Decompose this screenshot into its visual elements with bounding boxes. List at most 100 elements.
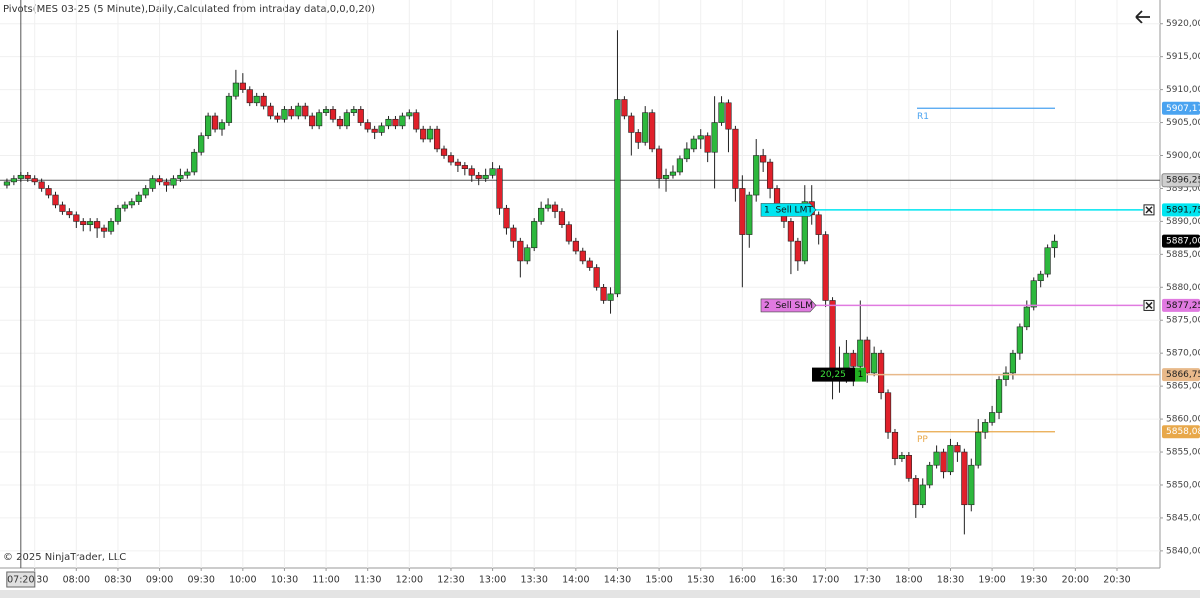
candle-body	[579, 250, 586, 262]
position-qty: 1	[858, 370, 864, 380]
candle-body	[378, 125, 385, 133]
x-tick-label: 19:30	[1020, 575, 1047, 586]
price-marker	[1162, 203, 1200, 217]
candle-body	[1030, 280, 1037, 308]
candle-body	[198, 135, 205, 153]
candle-body	[329, 109, 337, 120]
candle-body	[59, 204, 66, 212]
candle-body	[690, 138, 697, 150]
price-marker-label: 5877,25	[1166, 301, 1200, 311]
x-tick-label: 11:30	[354, 575, 381, 586]
order-tag	[760, 298, 817, 313]
price-marker	[1162, 425, 1200, 439]
candle-body	[225, 95, 233, 123]
candle-body	[496, 168, 503, 209]
candle-body	[551, 204, 559, 212]
candle-body	[114, 207, 122, 222]
candle-body	[343, 112, 350, 127]
candle-body	[149, 178, 156, 189]
candle-body	[572, 240, 579, 252]
cancel-order-icon	[1145, 206, 1153, 214]
back-arrow[interactable]	[1135, 10, 1150, 24]
y-tick-label: 5905,00	[1166, 118, 1200, 128]
x-tick-label: 10:30	[271, 575, 298, 586]
candle-body	[475, 174, 482, 179]
candle-body	[468, 168, 475, 176]
candle-body	[24, 174, 31, 179]
x-tick-label: 13:30	[521, 575, 548, 586]
x-tick-label: 12:30	[437, 575, 464, 586]
candle-body	[420, 128, 427, 140]
candle-body	[440, 148, 448, 156]
candle-body	[878, 352, 885, 394]
x-tick-label: 17:30	[854, 575, 881, 586]
candle-body	[600, 286, 607, 301]
candle-body	[642, 112, 649, 143]
candle-body	[3, 181, 11, 186]
candle-body	[1037, 273, 1044, 282]
candle-body	[912, 478, 919, 506]
candle-body	[760, 155, 767, 163]
candle-body	[655, 148, 663, 179]
cancel-order-icon	[1145, 301, 1153, 309]
position-pnl: 20,25	[820, 370, 846, 380]
candle-body	[357, 109, 364, 123]
last-price-label: 5887,00	[1166, 237, 1200, 247]
candle-body	[121, 204, 128, 209]
y-tick-label: 5865,00	[1166, 382, 1200, 392]
candle-body	[274, 115, 281, 120]
candle-body	[995, 379, 1003, 413]
candle-body	[239, 82, 246, 90]
pivot-name: R1	[917, 112, 929, 122]
candle-body	[1044, 247, 1051, 275]
candle-body	[100, 227, 108, 232]
candle-body	[857, 339, 864, 367]
candle-body	[107, 221, 115, 232]
candle-body	[302, 105, 309, 117]
candle-body	[662, 174, 670, 179]
candle-body	[170, 178, 177, 186]
candle-body	[399, 115, 406, 127]
candle-body	[73, 214, 80, 222]
candle-body	[801, 201, 808, 262]
candle-body	[933, 451, 940, 466]
y-tick-label: 5895,00	[1166, 184, 1200, 194]
candle-body	[1051, 240, 1058, 249]
y-tick-label: 5845,00	[1166, 513, 1200, 523]
y-tick-label: 5920,00	[1166, 19, 1200, 29]
candle-body	[919, 484, 926, 506]
candle-body	[489, 168, 496, 176]
x-tick-label: 20:30	[1103, 575, 1130, 586]
candle-body	[10, 178, 17, 183]
candle-body	[87, 221, 94, 225]
scrollbar[interactable]	[0, 590, 1200, 598]
candle-body	[961, 451, 968, 506]
x-tick-label: 19:00	[978, 575, 1005, 586]
price-marker	[1162, 298, 1200, 312]
candle-body	[66, 211, 73, 216]
x-tick-label: 20:00	[1062, 575, 1089, 586]
candle-body	[982, 422, 989, 433]
candle-body	[205, 115, 212, 137]
x-tick-label: 18:30	[937, 575, 964, 586]
candle-body	[558, 211, 566, 225]
candle-body	[80, 221, 87, 225]
candle-body	[385, 118, 392, 127]
candle-body	[316, 112, 323, 127]
candle-body	[815, 214, 822, 235]
candle-body	[503, 207, 510, 229]
candle-body	[565, 224, 572, 242]
y-tick-label: 5860,00	[1166, 415, 1200, 425]
candle-body	[1016, 326, 1023, 354]
candle-body	[128, 201, 135, 206]
x-tick-label: 15:30	[687, 575, 714, 586]
candle-body	[295, 105, 302, 117]
candle-body	[31, 178, 38, 183]
candle-body	[968, 464, 975, 506]
candle-body	[628, 115, 635, 133]
candle-body	[794, 240, 801, 262]
x-tick-label: 09:30	[188, 575, 215, 586]
x-tick-label: 09:00	[146, 575, 173, 586]
price-marker-label: 5907,17	[1166, 104, 1200, 114]
candle-body	[898, 455, 906, 459]
